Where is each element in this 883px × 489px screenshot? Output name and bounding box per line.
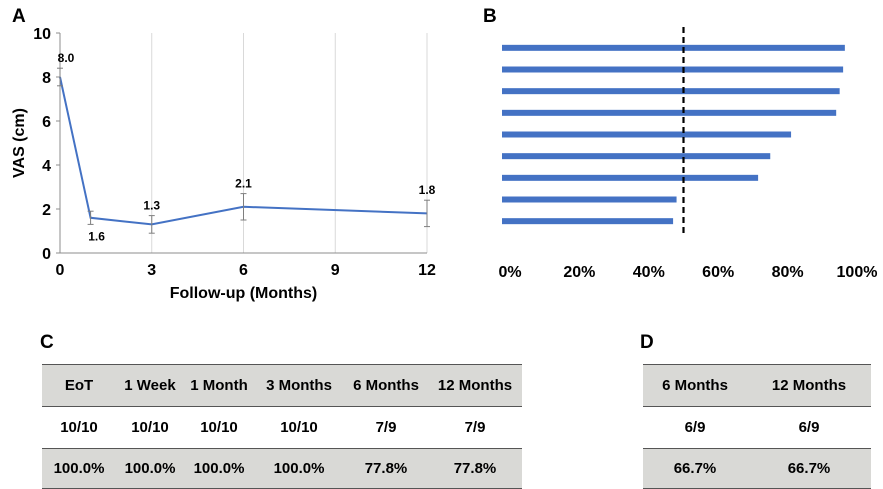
x-tick-label: 40% — [633, 264, 665, 281]
table-d-header-row: 6 Months 12 Months — [643, 364, 871, 407]
x-tick-label: 80% — [772, 264, 804, 281]
bar — [502, 153, 771, 160]
y-axis-title: VAS (cm) — [11, 108, 28, 178]
table-d: 6 Months 12 Months 6/9 6/9 66.7% 66.7% — [643, 364, 871, 489]
panel-label-b: B — [483, 6, 497, 27]
x-tick-label: 12 — [418, 262, 436, 279]
y-tick-label: 6 — [42, 114, 51, 131]
x-tick-label: 0 — [56, 262, 65, 279]
table-d-percents-row: 66.7% 66.7% — [643, 448, 871, 489]
table-c-header: EoT — [42, 364, 116, 407]
table-c: EoT 1 Week 1 Month 3 Months 6 Months 12 … — [42, 364, 522, 489]
table-c-count: 10/10 — [42, 406, 116, 449]
table-d-counts-row: 6/9 6/9 — [643, 406, 871, 449]
table-c-count: 10/10 — [116, 406, 184, 449]
table-c-header: 6 Months — [344, 364, 428, 407]
table-d-header: 6 Months — [643, 364, 747, 407]
y-tick-label: 2 — [42, 202, 51, 219]
x-axis-title: Follow-up (Months) — [170, 285, 318, 302]
table-c-percent: 100.0% — [116, 448, 184, 489]
data-label: 1.3 — [143, 199, 160, 213]
bar — [502, 66, 844, 73]
y-tick-label: 10 — [33, 26, 51, 43]
table-c-percent: 100.0% — [184, 448, 254, 489]
x-tick-label: 3 — [147, 262, 156, 279]
bar — [502, 44, 845, 51]
data-label: 2.1 — [235, 177, 252, 191]
table-c-percents-row: 100.0% 100.0% 100.0% 100.0% 77.8% 77.8% — [42, 448, 522, 489]
table-d-header: 12 Months — [747, 364, 871, 407]
vas-line-chart: 0 2 4 6 8 10 0 3 6 9 12 Follow-up (Months) VAS (cm) 8… — [11, 26, 436, 302]
bar — [502, 88, 840, 95]
x-tick-label: 0% — [498, 264, 521, 281]
bar — [502, 218, 674, 225]
data-label: 1.6 — [88, 229, 105, 243]
y-tick-label: 8 — [42, 70, 51, 87]
x-tick-label: 9 — [331, 262, 340, 279]
table-c-header: 3 Months — [254, 364, 344, 407]
panel-label-a: A — [12, 6, 26, 27]
table-d-percent: 66.7% — [643, 448, 747, 489]
table-c-count: 10/10 — [254, 406, 344, 449]
percentage-bar-chart: 0% 20% 40% 60% 80% 100% — [498, 27, 878, 281]
panel-label-d: D — [640, 332, 654, 353]
x-tick-label: 100% — [837, 264, 878, 281]
table-c-header: 12 Months — [428, 364, 522, 407]
table-c-count: 7/9 — [344, 406, 428, 449]
x-tick-label: 20% — [563, 264, 595, 281]
table-c-header-row: EoT 1 Week 1 Month 3 Months 6 Months 12 … — [42, 364, 522, 407]
table-c-count: 10/10 — [184, 406, 254, 449]
table-d-count: 6/9 — [643, 406, 747, 449]
bar — [502, 109, 837, 116]
x-tick-label: 60% — [702, 264, 734, 281]
table-d-percent: 66.7% — [747, 448, 871, 489]
data-label: 8.0 — [58, 51, 75, 65]
y-tick-label: 4 — [42, 158, 51, 175]
bar — [502, 174, 759, 181]
y-tick-label: 0 — [42, 246, 51, 263]
table-c-header: 1 Week — [116, 364, 184, 407]
table-d-count: 6/9 — [747, 406, 871, 449]
table-c-percent: 77.8% — [428, 448, 522, 489]
table-c-percent: 100.0% — [42, 448, 116, 489]
table-c-count: 7/9 — [428, 406, 522, 449]
bar — [502, 196, 677, 203]
table-c-percent: 100.0% — [254, 448, 344, 489]
bar — [502, 131, 792, 138]
table-c-counts-row: 10/10 10/10 10/10 10/10 7/9 7/9 — [42, 406, 522, 449]
panel-label-c: C — [40, 332, 54, 353]
table-c-percent: 77.8% — [344, 448, 428, 489]
x-tick-label: 6 — [239, 262, 248, 279]
table-c-header: 1 Month — [184, 364, 254, 407]
data-label: 1.8 — [419, 183, 436, 197]
